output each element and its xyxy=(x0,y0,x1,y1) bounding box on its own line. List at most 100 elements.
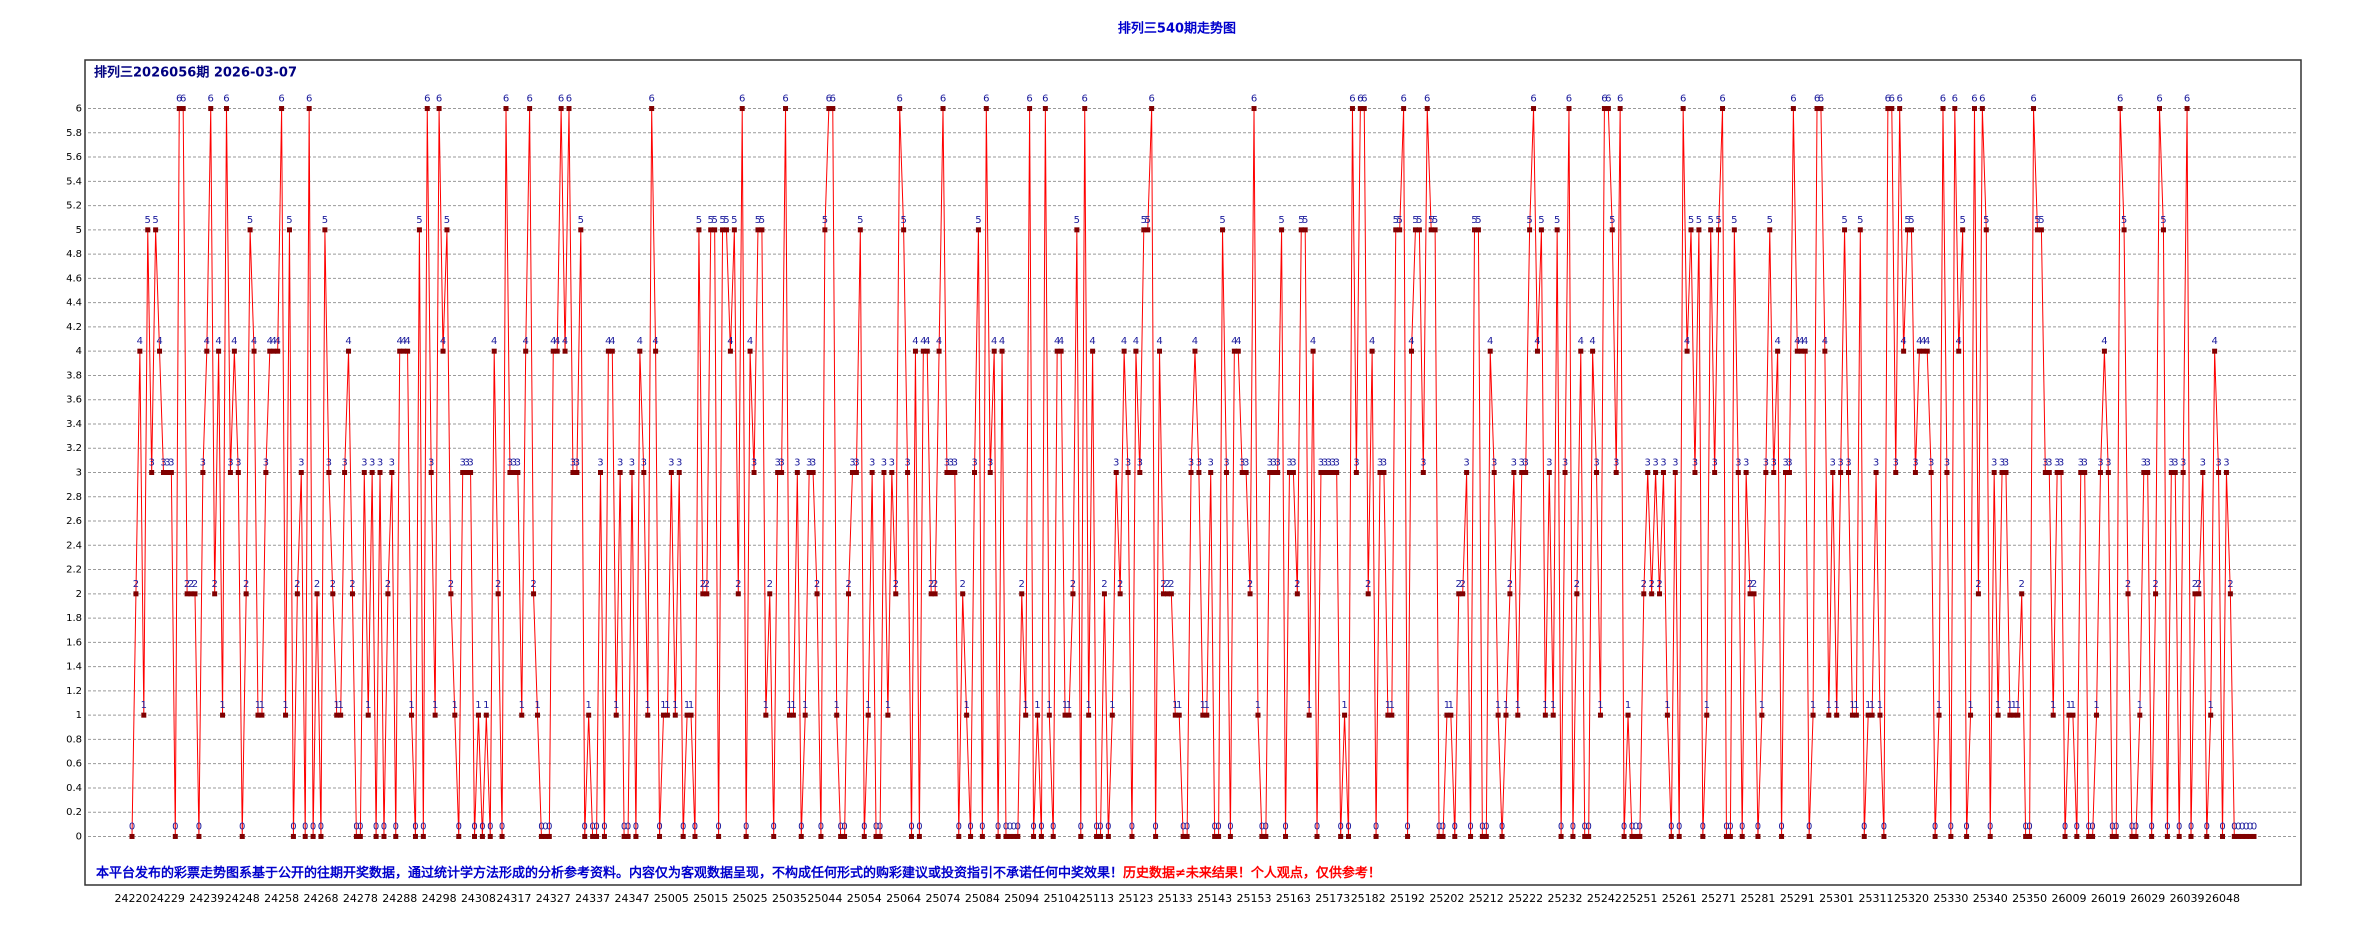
point-marker xyxy=(1716,227,1722,233)
point-marker xyxy=(1408,348,1414,354)
data-label: 0 xyxy=(1806,821,1812,832)
data-label: 1 xyxy=(790,700,796,711)
point-marker xyxy=(306,106,312,112)
point-marker xyxy=(196,833,202,839)
data-label: 3 xyxy=(467,458,473,469)
x-tick-label: 24288 xyxy=(382,892,417,905)
point-marker xyxy=(1342,712,1348,718)
point-marker xyxy=(865,712,871,718)
data-label: 0 xyxy=(771,821,777,832)
x-tick-label: 25074 xyxy=(926,892,961,905)
point-marker xyxy=(609,348,615,354)
data-label: 6 xyxy=(223,94,229,105)
data-label: 2 xyxy=(1019,579,1025,590)
data-label: 4 xyxy=(404,336,410,347)
point-marker xyxy=(991,348,997,354)
point-marker xyxy=(838,833,844,839)
data-label: 0 xyxy=(302,821,308,832)
point-marker xyxy=(720,227,726,233)
point-marker xyxy=(1023,712,1029,718)
data-label: 3 xyxy=(1782,458,1788,469)
data-label: 3 xyxy=(341,458,347,469)
data-label: 3 xyxy=(952,458,958,469)
point-marker xyxy=(688,712,694,718)
y-tick-label: 1 xyxy=(76,710,82,721)
point-marker xyxy=(145,227,151,233)
data-label: 5 xyxy=(2034,215,2040,226)
point-marker xyxy=(1034,712,1040,718)
data-label: 3 xyxy=(1944,458,1950,469)
data-label: 1 xyxy=(834,700,840,711)
x-tick-label: 24278 xyxy=(343,892,378,905)
point-marker xyxy=(192,591,198,597)
point-marker xyxy=(1031,833,1037,839)
point-marker xyxy=(1086,712,1092,718)
data-label: 1 xyxy=(2070,700,2076,711)
point-marker xyxy=(1239,470,1245,475)
point-marker xyxy=(1235,348,1241,354)
data-label: 6 xyxy=(1148,94,1154,105)
point-marker xyxy=(1999,470,2005,475)
point-marker xyxy=(275,348,281,354)
data-label: 2 xyxy=(1168,579,1174,590)
point-marker xyxy=(1822,348,1828,354)
data-label: 5 xyxy=(322,215,328,226)
point-marker xyxy=(1975,591,1981,597)
data-label: 0 xyxy=(172,821,178,832)
y-tick-label: 4.8 xyxy=(66,249,82,260)
data-label: 6 xyxy=(1566,94,1572,105)
x-tick-label: 25340 xyxy=(1973,892,2008,905)
data-label: 3 xyxy=(1322,458,1328,469)
point-marker xyxy=(1617,106,1623,112)
data-label: 5 xyxy=(1715,215,1721,226)
point-marker xyxy=(263,470,269,475)
data-label: 3 xyxy=(326,458,332,469)
y-tick-label: 4.6 xyxy=(66,273,82,284)
x-tick-label: 25133 xyxy=(1158,892,1193,905)
trend-line xyxy=(131,108,2254,837)
data-label: 0 xyxy=(1452,821,1458,832)
data-label: 1 xyxy=(1597,700,1603,711)
data-label: 4 xyxy=(231,336,237,347)
data-label: 0 xyxy=(1030,821,1036,832)
point-marker xyxy=(554,348,560,354)
point-marker xyxy=(810,470,816,475)
x-tick-label: 25113 xyxy=(1079,892,1114,905)
data-label: 1 xyxy=(1542,700,1548,711)
data-label: 6 xyxy=(558,94,564,105)
data-label: 0 xyxy=(582,821,588,832)
data-label: 2 xyxy=(385,579,391,590)
point-marker xyxy=(1015,833,1021,839)
point-marker xyxy=(2105,470,2111,475)
point-marker xyxy=(849,470,855,475)
point-marker xyxy=(743,833,749,839)
data-label: 3 xyxy=(1243,458,1249,469)
point-marker xyxy=(1192,348,1198,354)
data-label: 1 xyxy=(2011,700,2017,711)
data-label: 0 xyxy=(353,821,359,832)
point-marker xyxy=(1385,712,1391,718)
data-label: 6 xyxy=(1940,94,1946,105)
point-marker xyxy=(267,348,273,354)
point-marker xyxy=(814,591,820,597)
point-marker xyxy=(1369,348,1375,354)
data-label: 3 xyxy=(1239,458,1245,469)
point-marker xyxy=(692,833,698,839)
point-marker xyxy=(558,106,564,112)
point-marker xyxy=(1184,833,1190,839)
data-label: 5 xyxy=(1145,215,1151,226)
point-marker xyxy=(869,470,875,475)
data-label: 0 xyxy=(1211,821,1217,832)
point-marker xyxy=(1208,470,1214,475)
point-marker xyxy=(759,227,765,233)
data-label: 3 xyxy=(641,458,647,469)
data-label: 0 xyxy=(129,821,135,832)
x-tick-label: 24220 xyxy=(115,892,150,905)
point-marker xyxy=(2196,591,2202,597)
point-marker xyxy=(2054,470,2060,475)
data-label: 5 xyxy=(1959,215,1965,226)
data-label: 1 xyxy=(2093,700,2099,711)
data-label: 4 xyxy=(1578,336,1584,347)
point-marker xyxy=(1696,227,1702,233)
point-marker xyxy=(2204,833,2210,839)
